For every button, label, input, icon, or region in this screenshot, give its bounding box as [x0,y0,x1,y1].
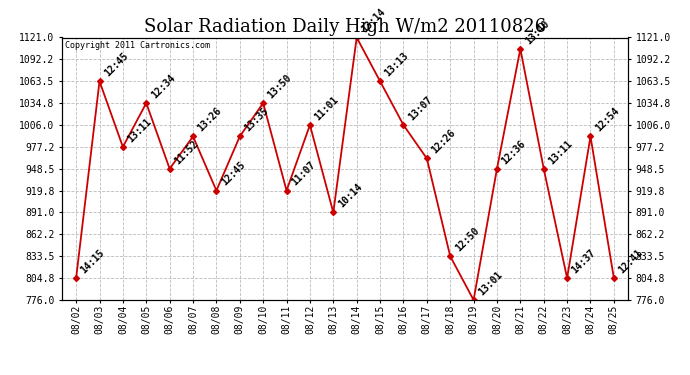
Text: 11:52: 11:52 [172,138,200,166]
Text: 13:13: 13:13 [383,51,411,78]
Text: 12:41: 12:41 [617,248,644,275]
Text: 13:35: 13:35 [243,106,270,134]
Text: 12:54: 12:54 [593,106,621,134]
Text: 11:01: 11:01 [313,94,341,122]
Text: 13:50: 13:50 [266,72,294,100]
Text: 10:14: 10:14 [336,182,364,210]
Text: 11:07: 11:07 [289,160,317,188]
Text: 12:45: 12:45 [219,160,247,188]
Text: 13:14: 13:14 [359,7,387,35]
Text: Copyright 2011 Cartronics.com: Copyright 2011 Cartronics.com [65,42,210,51]
Text: 13:26: 13:26 [196,106,224,134]
Text: 12:50: 12:50 [453,226,481,254]
Title: Solar Radiation Daily High W/m2 20110826: Solar Radiation Daily High W/m2 20110826 [144,18,546,36]
Text: 13:11: 13:11 [546,138,574,166]
Text: 12:26: 12:26 [430,128,457,156]
Text: 13:01: 13:01 [476,269,504,297]
Text: 12:36: 12:36 [500,138,528,166]
Text: 13:07: 13:07 [406,94,434,122]
Text: 13:11: 13:11 [126,116,153,144]
Text: 12:45: 12:45 [102,51,130,78]
Text: 12:34: 12:34 [149,72,177,100]
Text: 14:15: 14:15 [79,248,107,275]
Text: 13:40: 13:40 [523,18,551,46]
Text: 14:37: 14:37 [570,248,598,275]
